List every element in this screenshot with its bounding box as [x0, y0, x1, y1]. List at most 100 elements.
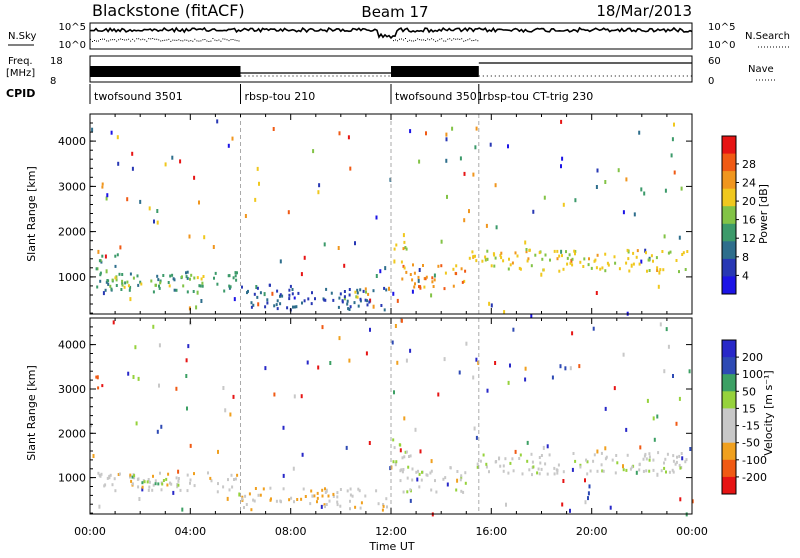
echo-cell: [137, 283, 140, 287]
scatter-cell: [595, 291, 598, 295]
scatter-cell: [379, 269, 382, 274]
echo-cell: [562, 470, 565, 474]
echo-cell: [310, 489, 313, 493]
echo-cell: [348, 293, 351, 297]
echo-cell: [279, 499, 282, 503]
scatter-cell: [638, 130, 641, 135]
echo-cell: [141, 481, 144, 485]
echo-cell: [257, 493, 260, 497]
echo-cell: [297, 291, 300, 295]
scatter-cell: [347, 135, 350, 140]
echo-cell: [432, 285, 435, 288]
scatter-cell: [671, 137, 674, 142]
sky-right-label: N.Search: [745, 31, 790, 42]
scatter-cell: [418, 159, 421, 164]
echo-cell: [353, 301, 356, 305]
scatter-cell: [300, 394, 303, 399]
freq-right-tick-top: 60: [708, 56, 721, 67]
echo-cell: [114, 264, 117, 268]
sky-left-tick-bottom: 10^0: [59, 40, 86, 51]
echo-cell: [311, 494, 314, 498]
echo-cell: [589, 469, 592, 473]
echo-region: [95, 375, 104, 390]
echo-cell: [601, 469, 604, 473]
echo-cell: [140, 282, 143, 286]
scatter-cell: [195, 305, 198, 310]
scatter-cell: [446, 194, 448, 199]
echo-cell: [425, 275, 428, 279]
echo-cell: [202, 275, 205, 278]
echo-cell: [614, 261, 617, 265]
scatter-cell: [414, 427, 417, 432]
echo-cell: [415, 470, 418, 474]
echo-cell: [664, 457, 667, 461]
echo-cell: [635, 255, 638, 259]
echo-region: [95, 253, 119, 271]
echo-cell: [660, 469, 663, 473]
echo-cell: [172, 277, 175, 281]
echo-cell: [538, 472, 541, 476]
echo-cell: [668, 470, 671, 474]
echo-cell: [364, 494, 367, 498]
echo-cell: [175, 288, 178, 292]
echo-cell: [158, 286, 161, 290]
echo-cell: [607, 263, 610, 267]
echo-cell: [549, 258, 551, 262]
echo-cell: [259, 291, 262, 295]
scatter-cell: [196, 290, 199, 295]
echo-cell: [507, 471, 510, 475]
echo-cell: [101, 185, 104, 189]
echo-cell: [216, 490, 219, 494]
echo-cell: [511, 457, 514, 461]
scatter-cell: [490, 303, 493, 308]
echo-cell: [423, 285, 426, 289]
echo-cell: [382, 504, 385, 508]
echo-cell: [293, 305, 296, 309]
echo-cell: [358, 489, 361, 493]
echo-cell: [420, 478, 423, 482]
scatter-cell: [231, 136, 234, 141]
echo-cell: [679, 466, 682, 470]
echo-cell: [139, 280, 142, 284]
echo-cell: [468, 256, 471, 260]
scatter-cell: [584, 500, 587, 505]
echo-cell: [411, 478, 414, 482]
sky-traces: [89, 26, 693, 42]
echo-cell: [357, 304, 360, 308]
echo-cell: [381, 508, 384, 512]
echo-cell: [671, 468, 674, 472]
echo-cell: [385, 497, 388, 501]
echo-cell: [121, 283, 124, 287]
echo-region: [241, 283, 388, 312]
echo-cell: [324, 298, 327, 302]
scatter-cell: [658, 270, 661, 275]
echo-cell: [528, 248, 531, 252]
echo-cell: [585, 458, 588, 462]
scatter-cell: [325, 488, 328, 493]
scatter-cell: [463, 171, 466, 176]
echo-cell: [136, 274, 139, 278]
velocity-panel: 1000 2000 3000 4000: [58, 317, 694, 517]
echo-cell: [455, 488, 458, 492]
colorbar-swatch: [722, 374, 736, 392]
velocity-ylabel: Slant Range [km]: [25, 365, 38, 461]
scatter-cell: [643, 191, 646, 196]
echo-cell: [171, 273, 174, 277]
echo-cell: [217, 482, 219, 486]
echo-cell: [176, 483, 179, 487]
echo-cell: [437, 264, 440, 268]
echo-cell: [631, 465, 634, 469]
echo-cell: [316, 491, 319, 495]
echo-cell: [336, 495, 339, 499]
scatter-cell: [212, 245, 215, 249]
echo-cell: [516, 254, 519, 258]
echo-cell: [418, 285, 420, 289]
echo-cell: [325, 503, 328, 506]
scatter-cell: [524, 366, 527, 371]
colorbar-tick-label: 16: [742, 214, 756, 227]
echo-cell: [553, 249, 556, 253]
scatter-cell: [596, 168, 599, 173]
echo-cell: [101, 182, 104, 186]
echo-cell: [604, 269, 607, 273]
echo-cell: [613, 255, 616, 259]
